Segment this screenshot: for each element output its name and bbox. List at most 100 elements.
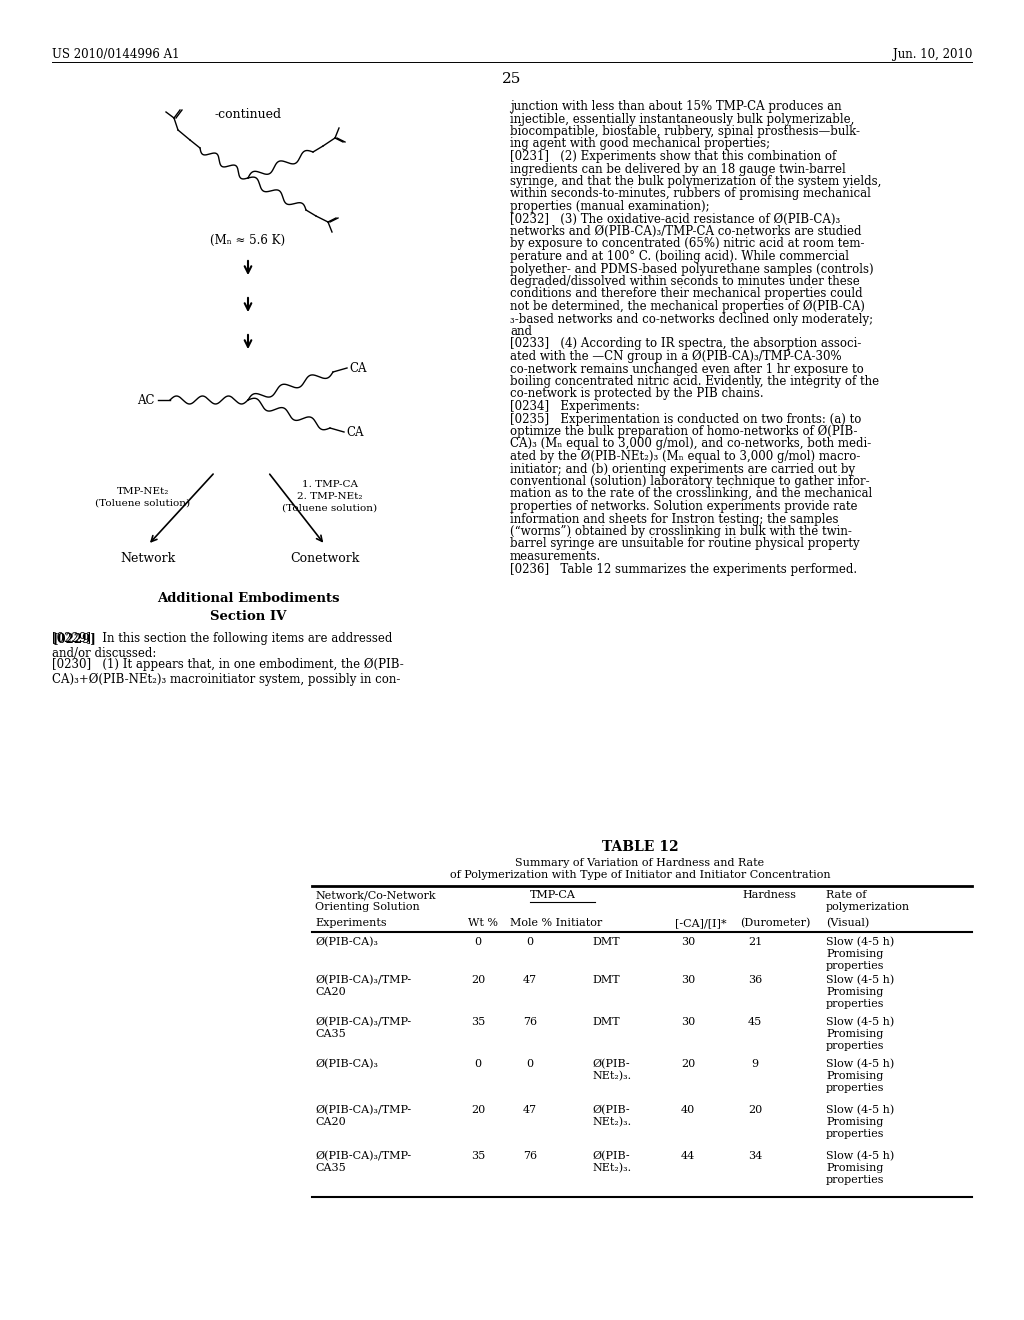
- Text: Additional Embodiments: Additional Embodiments: [157, 591, 339, 605]
- Text: 20: 20: [748, 1105, 762, 1115]
- Text: TMP-NEt₂: TMP-NEt₂: [117, 487, 169, 496]
- Text: not be determined, the mechanical properties of Ø(PIB-CA): not be determined, the mechanical proper…: [510, 300, 865, 313]
- Text: (Durometer): (Durometer): [740, 917, 810, 928]
- Text: measurements.: measurements.: [510, 550, 601, 564]
- Text: 47: 47: [523, 975, 537, 985]
- Text: information and sheets for Instron testing; the samples: information and sheets for Instron testi…: [510, 512, 839, 525]
- Text: Mole % Initiator: Mole % Initiator: [510, 917, 602, 928]
- Text: [0236]   Table 12 summarizes the experiments performed.: [0236] Table 12 summarizes the experimen…: [510, 562, 857, 576]
- Text: 0: 0: [526, 937, 534, 946]
- Text: 30: 30: [681, 975, 695, 985]
- Text: Experiments: Experiments: [315, 917, 387, 928]
- Text: Network: Network: [121, 552, 176, 565]
- Text: Section IV: Section IV: [210, 610, 286, 623]
- Text: 21: 21: [748, 937, 762, 946]
- Text: [0229]   In this section the following items are addressed
and/or discussed:: [0229] In this section the following ite…: [52, 632, 392, 660]
- Text: -continued: -continued: [214, 108, 282, 121]
- Text: (“worms”) obtained by crosslinking in bulk with the twin-: (“worms”) obtained by crosslinking in bu…: [510, 525, 852, 539]
- Text: 0: 0: [474, 937, 481, 946]
- Text: 25: 25: [503, 73, 521, 86]
- Text: (Mₙ ≈ 5.6 K): (Mₙ ≈ 5.6 K): [211, 234, 286, 247]
- Text: 40: 40: [681, 1105, 695, 1115]
- Text: [0229]: [0229]: [52, 632, 96, 645]
- Text: Ø(PIB-CA)₃: Ø(PIB-CA)₃: [315, 1059, 378, 1069]
- Text: 36: 36: [748, 975, 762, 985]
- Text: AC: AC: [137, 393, 155, 407]
- Text: Conetwork: Conetwork: [291, 552, 359, 565]
- Text: [0230]   (1) It appears that, in one embodiment, the Ø(PIB-
CA)₃+Ø(PIB-NEt₂)₃ ma: [0230] (1) It appears that, in one embod…: [52, 657, 403, 686]
- Text: 76: 76: [523, 1016, 537, 1027]
- Text: by exposure to concentrated (65%) nitric acid at room tem-: by exposure to concentrated (65%) nitric…: [510, 238, 864, 251]
- Text: 0: 0: [526, 1059, 534, 1069]
- Text: Rate of
polymerization: Rate of polymerization: [826, 890, 910, 912]
- Text: 30: 30: [681, 937, 695, 946]
- Text: 20: 20: [471, 975, 485, 985]
- Text: optimize the bulk preparation of homo-networks of Ø(PIB-: optimize the bulk preparation of homo-ne…: [510, 425, 857, 438]
- Text: 20: 20: [471, 1105, 485, 1115]
- Text: mation as to the rate of the crosslinking, and the mechanical: mation as to the rate of the crosslinkin…: [510, 487, 872, 500]
- Text: Jun. 10, 2010: Jun. 10, 2010: [893, 48, 972, 61]
- Text: conventional (solution) laboratory technique to gather infor-: conventional (solution) laboratory techn…: [510, 475, 869, 488]
- Text: ated by the Ø(PIB-NEt₂)₃ (Mₙ equal to 3,000 g/mol) macro-: ated by the Ø(PIB-NEt₂)₃ (Mₙ equal to 3,…: [510, 450, 860, 463]
- Text: Summary of Variation of Hardness and Rate: Summary of Variation of Hardness and Rat…: [515, 858, 765, 869]
- Text: 2. TMP-NEt₂: 2. TMP-NEt₂: [297, 492, 362, 502]
- Text: [0232]   (3) The oxidative-acid resistance of Ø(PIB-CA)₃: [0232] (3) The oxidative-acid resistance…: [510, 213, 841, 226]
- Text: 47: 47: [523, 1105, 537, 1115]
- Text: DMT: DMT: [592, 975, 620, 985]
- Text: (Visual): (Visual): [826, 917, 869, 928]
- Text: ingredients can be delivered by an 18 gauge twin-barrel: ingredients can be delivered by an 18 ga…: [510, 162, 846, 176]
- Text: Slow (4-5 h)
Promising
properties: Slow (4-5 h) Promising properties: [826, 1016, 894, 1051]
- Text: barrel syringe are unsuitable for routine physical property: barrel syringe are unsuitable for routin…: [510, 537, 859, 550]
- Text: syringe, and that the bulk polymerization of the system yields,: syringe, and that the bulk polymerizatio…: [510, 176, 882, 187]
- Text: (Toluene solution): (Toluene solution): [283, 504, 378, 513]
- Text: DMT: DMT: [592, 937, 620, 946]
- Text: Slow (4-5 h)
Promising
properties: Slow (4-5 h) Promising properties: [826, 1105, 894, 1139]
- Text: CA: CA: [346, 425, 364, 438]
- Text: boiling concentrated nitric acid. Evidently, the integrity of the: boiling concentrated nitric acid. Eviden…: [510, 375, 880, 388]
- Text: Ø(PIB-
NEt₂)₃.: Ø(PIB- NEt₂)₃.: [592, 1059, 631, 1081]
- Text: polyether- and PDMS-based polyurethane samples (controls): polyether- and PDMS-based polyurethane s…: [510, 263, 873, 276]
- Text: Ø(PIB-CA)₃/TMP-
CA35: Ø(PIB-CA)₃/TMP- CA35: [315, 1016, 411, 1039]
- Text: CA: CA: [349, 362, 367, 375]
- Text: Ø(PIB-CA)₃/TMP-
CA20: Ø(PIB-CA)₃/TMP- CA20: [315, 975, 411, 997]
- Text: Slow (4-5 h)
Promising
properties: Slow (4-5 h) Promising properties: [826, 937, 894, 970]
- Text: networks and Ø(PIB-CA)₃/TMP-CA co-networks are studied: networks and Ø(PIB-CA)₃/TMP-CA co-networ…: [510, 224, 861, 238]
- Text: (Toluene solution): (Toluene solution): [95, 499, 190, 508]
- Text: initiator; and (b) orienting experiments are carried out by: initiator; and (b) orienting experiments…: [510, 462, 855, 475]
- Text: degraded/dissolved within seconds to minutes under these: degraded/dissolved within seconds to min…: [510, 275, 860, 288]
- Text: Wt %: Wt %: [468, 917, 498, 928]
- Text: Ø(PIB-
NEt₂)₃.: Ø(PIB- NEt₂)₃.: [592, 1105, 631, 1127]
- Text: 20: 20: [681, 1059, 695, 1069]
- Text: Network/Co-Network
Orienting Solution: Network/Co-Network Orienting Solution: [315, 890, 435, 912]
- Text: Ø(PIB-CA)₃/TMP-
CA20: Ø(PIB-CA)₃/TMP- CA20: [315, 1105, 411, 1127]
- Text: 35: 35: [471, 1151, 485, 1162]
- Text: 44: 44: [681, 1151, 695, 1162]
- Text: US 2010/0144996 A1: US 2010/0144996 A1: [52, 48, 179, 61]
- Text: of Polymerization with Type of Initiator and Initiator Concentration: of Polymerization with Type of Initiator…: [450, 870, 830, 880]
- Text: Slow (4-5 h)
Promising
properties: Slow (4-5 h) Promising properties: [826, 1151, 894, 1184]
- Text: 30: 30: [681, 1016, 695, 1027]
- Text: injectible, essentially instantaneously bulk polymerizable,: injectible, essentially instantaneously …: [510, 112, 854, 125]
- Text: 34: 34: [748, 1151, 762, 1162]
- Text: ated with the —CN group in a Ø(PIB-CA)₃/TMP-CA-30%: ated with the —CN group in a Ø(PIB-CA)₃/…: [510, 350, 842, 363]
- Text: co-network remains unchanged even after 1 hr exposure to: co-network remains unchanged even after …: [510, 363, 864, 375]
- Text: perature and at 100° C. (boiling acid). While commercial: perature and at 100° C. (boiling acid). …: [510, 249, 849, 263]
- Text: conditions and therefore their mechanical properties could: conditions and therefore their mechanica…: [510, 288, 862, 301]
- Text: Slow (4-5 h)
Promising
properties: Slow (4-5 h) Promising properties: [826, 1059, 894, 1093]
- Text: junction with less than about 15% TMP-CA produces an: junction with less than about 15% TMP-CA…: [510, 100, 842, 114]
- Text: 0: 0: [474, 1059, 481, 1069]
- Text: 45: 45: [748, 1016, 762, 1027]
- Text: [0235]   Experimentation is conducted on two fronts: (a) to: [0235] Experimentation is conducted on t…: [510, 412, 861, 425]
- Text: within seconds-to-minutes, rubbers of promising mechanical: within seconds-to-minutes, rubbers of pr…: [510, 187, 870, 201]
- Text: [0233]   (4) According to IR spectra, the absorption associ-: [0233] (4) According to IR spectra, the …: [510, 338, 861, 351]
- Text: ing agent with good mechanical properties;: ing agent with good mechanical propertie…: [510, 137, 770, 150]
- Text: co-network is protected by the PIB chains.: co-network is protected by the PIB chain…: [510, 388, 764, 400]
- Text: 35: 35: [471, 1016, 485, 1027]
- Text: 9: 9: [752, 1059, 759, 1069]
- Text: [0231]   (2) Experiments show that this combination of: [0231] (2) Experiments show that this co…: [510, 150, 837, 162]
- Text: [-CA]/[I]*: [-CA]/[I]*: [675, 917, 727, 928]
- Text: properties of networks. Solution experiments provide rate: properties of networks. Solution experim…: [510, 500, 857, 513]
- Text: Ø(PIB-CA)₃: Ø(PIB-CA)₃: [315, 937, 378, 948]
- Text: [0234]   Experiments:: [0234] Experiments:: [510, 400, 640, 413]
- Text: TMP-CA: TMP-CA: [530, 890, 575, 900]
